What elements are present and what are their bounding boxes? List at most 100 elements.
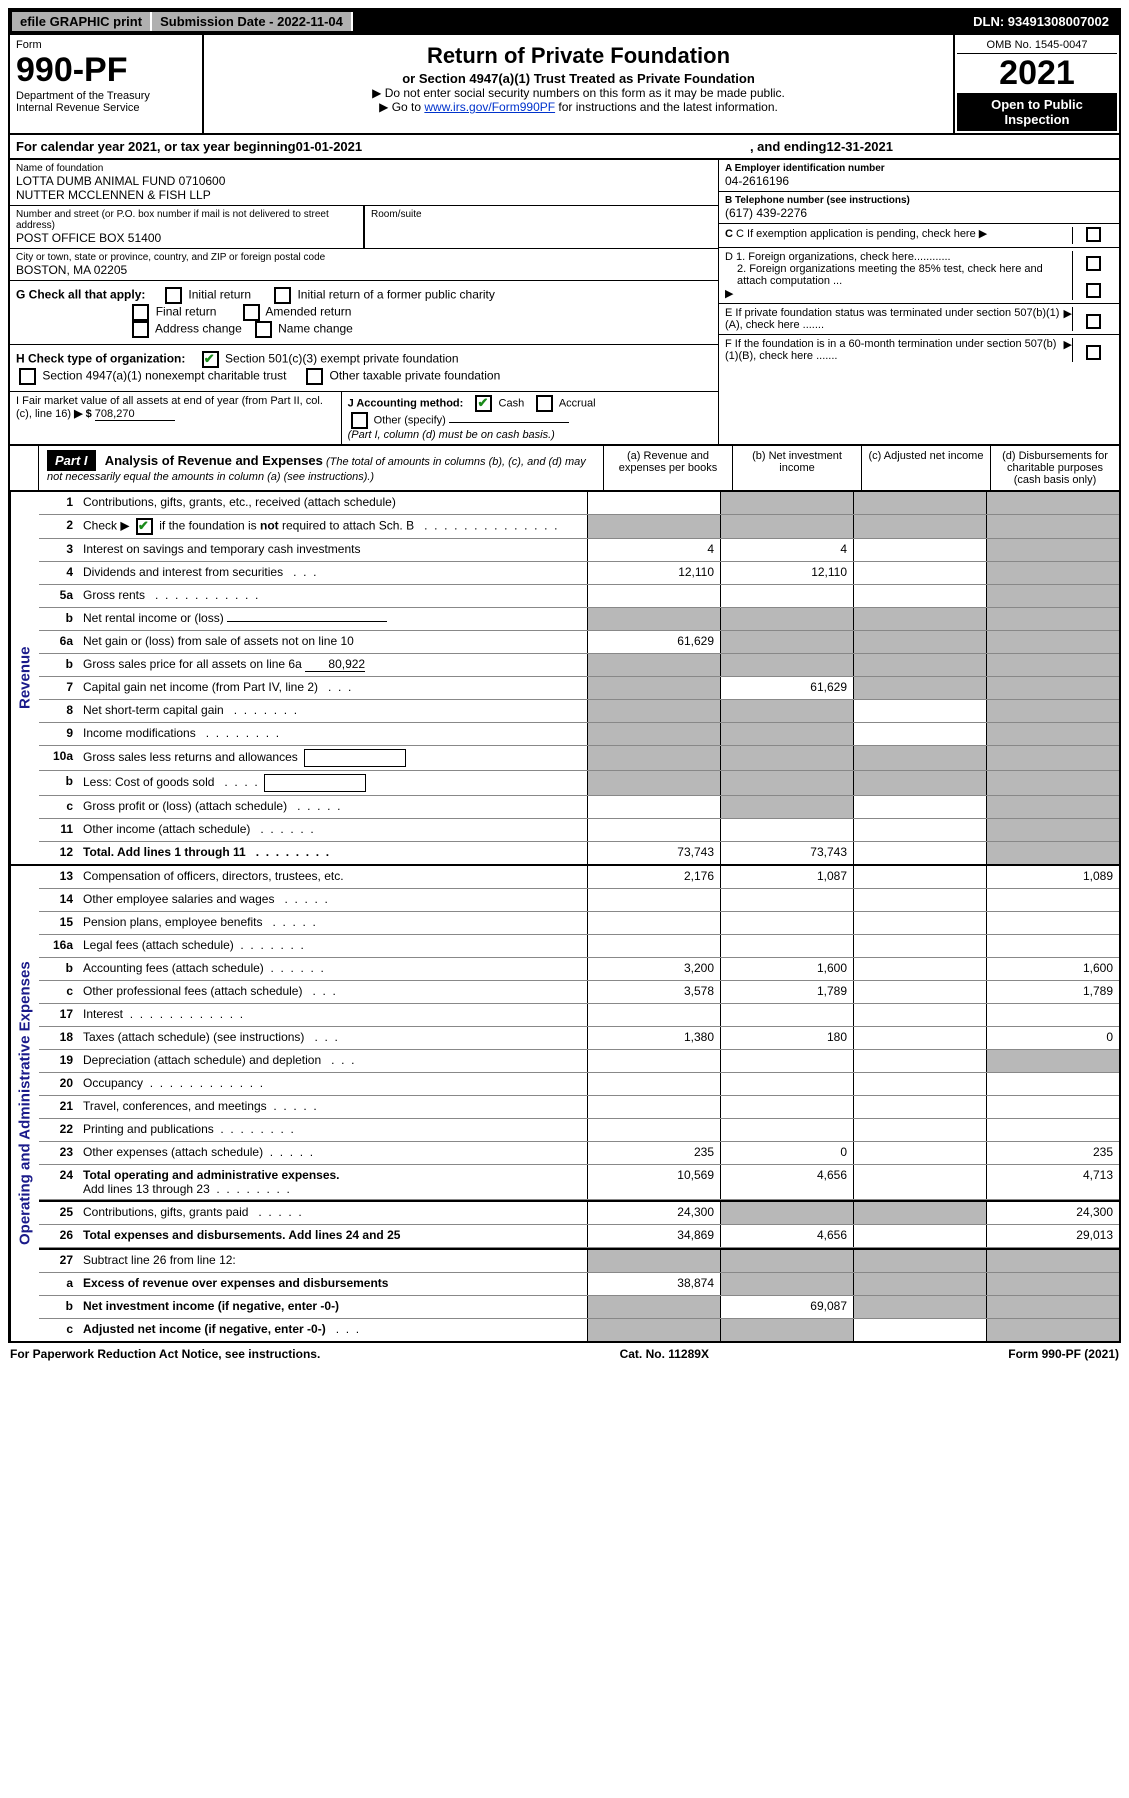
amt-a: 235 <box>587 1142 720 1164</box>
amt-a <box>587 585 720 607</box>
amt-b <box>720 700 853 722</box>
name-change-checkbox[interactable] <box>255 321 272 338</box>
row-6b: b Gross sales price for all assets on li… <box>39 654 1119 677</box>
tax-year: 2021 <box>957 54 1117 93</box>
amended-return-checkbox[interactable] <box>243 304 260 321</box>
amt-c <box>853 608 986 630</box>
d1-checkbox[interactable] <box>1086 256 1101 271</box>
line-desc: Printing and publications . . . . . . . … <box>79 1119 587 1141</box>
row-16c: c Other professional fees (attach schedu… <box>39 981 1119 1004</box>
amt-d <box>986 677 1119 699</box>
amt-a <box>587 1004 720 1026</box>
expenses-section: Operating and Administrative Expenses 13… <box>8 866 1121 1343</box>
row-25: 25 Contributions, gifts, grants paid . .… <box>39 1200 1119 1225</box>
info-left: Name of foundation LOTTA DUMB ANIMAL FUN… <box>10 160 718 444</box>
initial-former-checkbox[interactable] <box>274 287 291 304</box>
4947-checkbox[interactable] <box>19 368 36 385</box>
line-desc: Interest . . . . . . . . . . . . <box>79 1004 587 1026</box>
amt-c <box>853 771 986 795</box>
line-num: 16a <box>39 935 79 957</box>
amt-b: 0 <box>720 1142 853 1164</box>
calendar-year-row: For calendar year 2021, or tax year begi… <box>8 135 1121 160</box>
line-num: 17 <box>39 1004 79 1026</box>
amt-b: 4,656 <box>720 1165 853 1199</box>
revenue-section: Revenue 1 Contributions, gifts, grants, … <box>8 492 1121 866</box>
f-60month-label: F If the foundation is in a 60-month ter… <box>725 338 1064 362</box>
f-60month-checkbox[interactable] <box>1086 345 1101 360</box>
amt-a <box>587 912 720 934</box>
instr-goto-pre: ▶ Go to <box>379 100 424 114</box>
submission-date: Submission Date - 2022-11-04 <box>152 12 353 31</box>
row-18: 18 Taxes (attach schedule) (see instruct… <box>39 1027 1119 1050</box>
amt-d <box>986 585 1119 607</box>
header-right: OMB No. 1545-0047 2021 Open to Public In… <box>953 35 1119 133</box>
amt-d <box>986 1273 1119 1295</box>
amt-d: 0 <box>986 1027 1119 1049</box>
line-desc: Contributions, gifts, grants, etc., rece… <box>79 492 587 514</box>
line-desc: Depreciation (attach schedule) and deple… <box>79 1050 587 1072</box>
line-desc: Capital gain net income (from Part IV, l… <box>79 677 587 699</box>
row-3: 3 Interest on savings and temporary cash… <box>39 539 1119 562</box>
amt-c <box>853 654 986 676</box>
form-number: 990-PF <box>16 51 196 90</box>
schb-not-required-checkbox[interactable] <box>136 518 153 535</box>
final-return-checkbox[interactable] <box>132 304 149 321</box>
j-accounting-cell: J Accounting method: Cash Accrual Other … <box>342 392 718 444</box>
part1-title: Analysis of Revenue and Expenses <box>105 453 323 468</box>
line-desc: Excess of revenue over expenses and disb… <box>79 1273 587 1295</box>
expenses-side-label: Operating and Administrative Expenses <box>10 866 39 1341</box>
amt-c <box>853 492 986 514</box>
amt-a: 34,869 <box>587 1225 720 1247</box>
line-desc: Check ▶ if the foundation is not require… <box>79 515 587 538</box>
amt-a <box>587 819 720 841</box>
d2-checkbox[interactable] <box>1086 283 1101 298</box>
row-21: 21 Travel, conferences, and meetings . .… <box>39 1096 1119 1119</box>
amt-c <box>853 819 986 841</box>
amt-d <box>986 1096 1119 1118</box>
amt-b: 69,087 <box>720 1296 853 1318</box>
ein-value: 04-2616196 <box>725 174 1113 188</box>
row-11: 11 Other income (attach schedule) . . . … <box>39 819 1119 842</box>
other-taxable-checkbox[interactable] <box>306 368 323 385</box>
501c3-checkbox[interactable] <box>202 351 219 368</box>
c-pending-cell: C C If exemption application is pending,… <box>719 224 1119 248</box>
e-terminated-checkbox[interactable] <box>1086 314 1101 329</box>
amt-a <box>587 796 720 818</box>
irs-form-link[interactable]: www.irs.gov/Form990PF <box>424 100 555 114</box>
omb-number: OMB No. 1545-0047 <box>957 37 1117 54</box>
cash-checkbox[interactable] <box>475 395 492 412</box>
amt-b <box>720 771 853 795</box>
initial-former-label: Initial return of a former public charit… <box>297 288 494 302</box>
accrual-checkbox[interactable] <box>536 395 553 412</box>
line-num: 26 <box>39 1225 79 1247</box>
amt-d: 24,300 <box>986 1202 1119 1224</box>
amt-b: 73,743 <box>720 842 853 864</box>
row-14: 14 Other employee salaries and wages . .… <box>39 889 1119 912</box>
address-change-checkbox[interactable] <box>132 321 149 338</box>
amt-c <box>853 1096 986 1118</box>
row-10a: 10a Gross sales less returns and allowan… <box>39 746 1119 771</box>
other-taxable-label: Other taxable private foundation <box>330 369 501 383</box>
line-desc: Net rental income or (loss) <box>79 608 587 630</box>
line-num: 15 <box>39 912 79 934</box>
efile-print-button[interactable]: efile GRAPHIC print <box>12 12 152 31</box>
amt-d <box>986 562 1119 584</box>
amt-d <box>986 771 1119 795</box>
amt-a <box>587 492 720 514</box>
room-suite-label: Room/suite <box>371 209 422 220</box>
amt-b <box>720 1073 853 1095</box>
row-4: 4 Dividends and interest from securities… <box>39 562 1119 585</box>
amt-c <box>853 935 986 957</box>
line-desc: Compensation of officers, directors, tru… <box>79 866 587 888</box>
amt-c <box>853 1319 986 1341</box>
other-method-checkbox[interactable] <box>351 412 368 429</box>
row-5a: 5a Gross rents . . . . . . . . . . . <box>39 585 1119 608</box>
info-right: A Employer identification number 04-2616… <box>718 160 1119 444</box>
c-pending-checkbox[interactable] <box>1086 227 1101 242</box>
calyear-pre: For calendar year 2021, or tax year begi… <box>16 139 296 154</box>
amt-c <box>853 1004 986 1026</box>
amt-c <box>853 889 986 911</box>
address-label: Number and street (or P.O. box number if… <box>16 209 357 231</box>
r2-not: not <box>260 519 279 533</box>
initial-return-checkbox[interactable] <box>165 287 182 304</box>
